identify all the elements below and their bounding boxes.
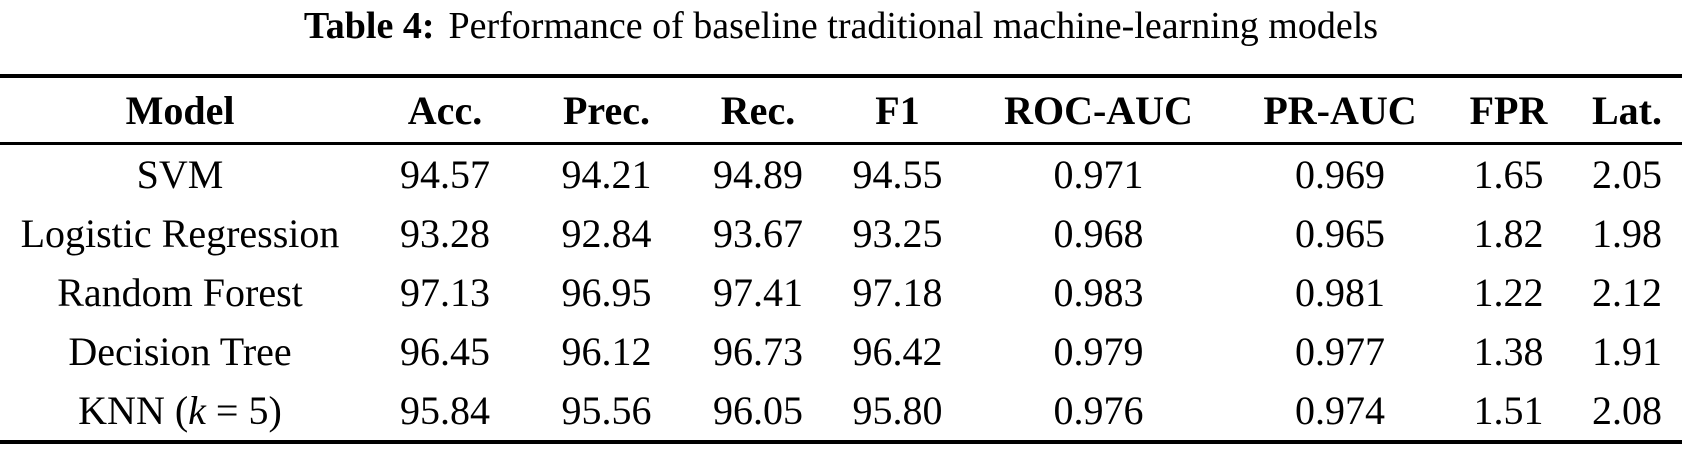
table-cell: 94.21	[561, 152, 652, 197]
table-cell: 97.41	[713, 270, 803, 315]
column-header-lat: Lat.	[1592, 87, 1662, 133]
table-cell: 2.05	[1592, 152, 1662, 197]
table-cell: 0.969	[1295, 152, 1385, 197]
column-header-acc: Acc.	[407, 87, 483, 133]
table-cell: 96.05	[713, 388, 803, 433]
table-cell: 0.981	[1295, 270, 1385, 315]
column-header-f1: F1	[875, 87, 920, 133]
table-cell: 95.84	[400, 388, 490, 433]
model-cell: Logistic Regression	[0, 204, 360, 263]
table-cell: 2.12	[1592, 270, 1662, 315]
table-cell: 95.56	[561, 388, 652, 433]
table-cell: 97.13	[400, 270, 490, 315]
table-cell: 1.51	[1473, 388, 1544, 433]
table-cell: 0.979	[1053, 329, 1144, 374]
column-header-pr-auc: PR-AUC	[1263, 87, 1417, 133]
table-cell: 0.977	[1295, 329, 1385, 374]
table-cell: 94.57	[400, 152, 490, 197]
table-cell: 93.25	[852, 211, 943, 256]
column-header-roc-auc: ROC-AUC	[1004, 87, 1193, 133]
model-cell: SVM	[0, 144, 360, 205]
table-row: SVM 94.57 94.21 94.89 94.55 0.971 0.969 …	[0, 144, 1682, 205]
table-row: Logistic Regression 93.28 92.84 93.67 93…	[0, 204, 1682, 263]
model-name: Logistic Regression	[20, 211, 340, 256]
table-cell: 1.38	[1473, 329, 1544, 374]
column-header-rec: Rec.	[720, 87, 796, 133]
table-row: KNN (k = 5) 95.84 95.56 96.05 95.80 0.97…	[0, 381, 1682, 442]
table-cell: 0.976	[1053, 388, 1144, 433]
table-cell: 96.73	[713, 329, 803, 374]
table-cell: 93.67	[713, 211, 803, 256]
table-cell: 94.55	[852, 152, 943, 197]
table-cell: 96.45	[400, 329, 490, 374]
table-cell: 0.965	[1295, 211, 1385, 256]
header-row: Model Acc. Prec. Rec. F1 ROC-AUC PR-AUC …	[0, 76, 1682, 144]
caption-text: Performance of baseline traditional mach…	[448, 5, 1379, 47]
model-name: KNN (	[78, 388, 189, 433]
table-cell: 1.65	[1473, 152, 1544, 197]
model-name: SVM	[136, 152, 224, 197]
table-cell: 1.22	[1473, 270, 1544, 315]
table-cell: 95.80	[852, 388, 943, 433]
table-cell: 97.18	[852, 270, 943, 315]
table-cell: 0.968	[1053, 211, 1144, 256]
table-cell: 94.89	[713, 152, 803, 197]
model-cell: Decision Tree	[0, 322, 360, 381]
table-cell: 0.974	[1295, 388, 1385, 433]
table-cell: 96.95	[561, 270, 652, 315]
table-cell: 96.12	[561, 329, 652, 374]
table-cell: 1.82	[1473, 211, 1544, 256]
column-header-model: Model	[125, 87, 235, 133]
model-name-italic: k	[188, 388, 206, 433]
table-caption: Table 4: Performance of baseline traditio…	[0, 0, 1682, 50]
column-header-prec: Prec.	[563, 87, 650, 133]
table-cell: 0.971	[1053, 152, 1144, 197]
model-cell: Random Forest	[0, 263, 360, 322]
table-row: Decision Tree 96.45 96.12 96.73 96.42 0.…	[0, 322, 1682, 381]
table-cell: 1.98	[1592, 211, 1662, 256]
model-name: Decision Tree	[68, 329, 292, 374]
table-cell: 92.84	[561, 211, 652, 256]
model-cell: KNN (k = 5)	[0, 381, 360, 442]
table-cell: 1.91	[1592, 329, 1662, 374]
model-name: Random Forest	[57, 270, 303, 315]
model-name-suffix: = 5)	[205, 388, 282, 433]
table-cell: 93.28	[400, 211, 490, 256]
table-row: Random Forest 97.13 96.95 97.41 97.18 0.…	[0, 263, 1682, 322]
caption-label: Table 4:	[303, 5, 435, 47]
results-table: Model Acc. Prec. Rec. F1 ROC-AUC PR-AUC …	[0, 74, 1682, 444]
column-header-fpr: FPR	[1469, 87, 1548, 133]
table-cell: 2.08	[1592, 388, 1662, 433]
table-cell: 96.42	[852, 329, 943, 374]
table-cell: 0.983	[1053, 270, 1144, 315]
